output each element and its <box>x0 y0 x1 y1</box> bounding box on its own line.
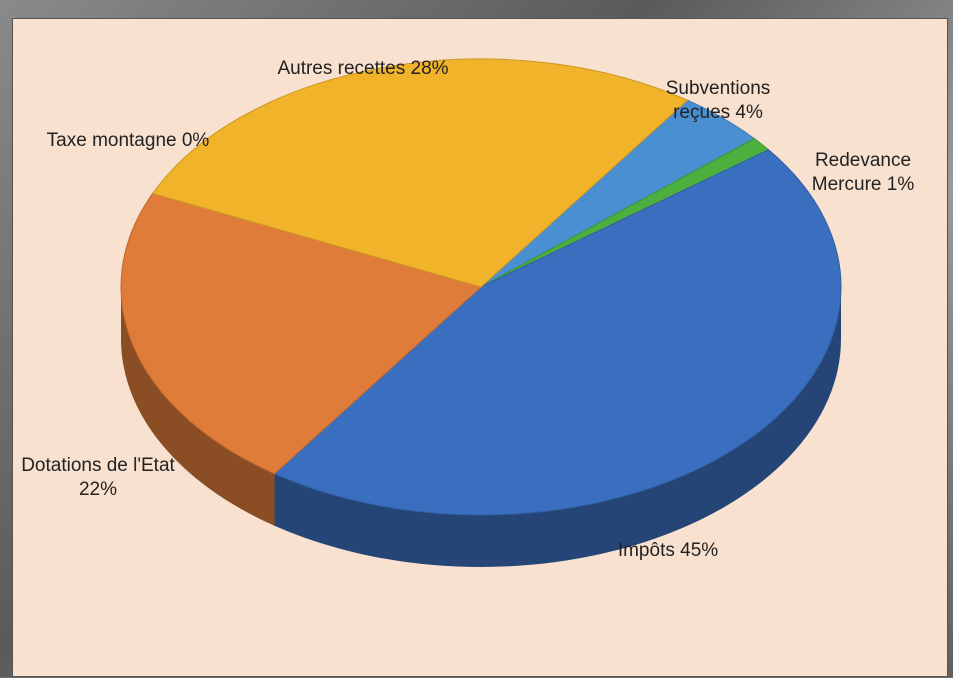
chart <box>120 58 842 568</box>
label-value: 45% <box>680 540 719 561</box>
slice <box>273 149 842 516</box>
label-value: 28% <box>410 58 449 79</box>
chart-panel: Subventions reçues 4% Redevance Mercure 1… <box>12 18 948 677</box>
label-value: 4% <box>735 102 763 123</box>
label-name: Subventions reçues <box>665 78 771 123</box>
label-name: Taxe montagne <box>46 130 177 151</box>
slice-side <box>120 287 275 526</box>
label-value: 22% <box>78 479 118 500</box>
label-name: Autres recettes <box>277 58 406 79</box>
label-name: Dotations de l'Etat <box>21 455 175 476</box>
slice <box>120 192 483 475</box>
data-label: Subventions reçues 4% <box>643 77 793 125</box>
slice-side <box>274 287 842 568</box>
data-label: Taxe montagne 0% <box>38 129 218 153</box>
data-label: Impôts 45% <box>613 539 723 563</box>
data-label: Dotations de l'Etat 22% <box>13 454 183 502</box>
label-name: Impôts <box>617 540 675 561</box>
data-label: Redevance Mercure 1% <box>788 149 938 197</box>
slice <box>151 58 689 288</box>
label-value: 1% <box>886 174 915 195</box>
label-name: Redevance Mercure <box>811 150 912 195</box>
label-value: 0% <box>181 130 210 151</box>
data-label: Autres recettes 28% <box>263 57 463 81</box>
